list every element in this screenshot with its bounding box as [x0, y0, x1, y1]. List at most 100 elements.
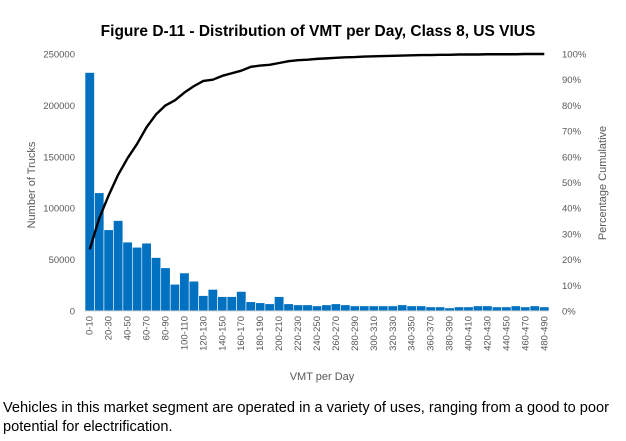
bar-190-200 [264, 303, 275, 312]
x-tick-label: 280-290 [350, 316, 361, 351]
x-axis-ticks: 0-10 20-30 40-50 60-70 80-90 100-110 120-130 14… [85, 316, 551, 351]
y2-tick-label: 70% [562, 127, 582, 138]
x-tick-label: 40-50 [123, 316, 134, 340]
bar-350-360 [416, 305, 427, 312]
bar-230-240 [302, 304, 313, 312]
y2-tick-label: 30% [562, 229, 582, 240]
bar-240-250 [311, 305, 323, 312]
x-tick-label: 100-110 [179, 316, 190, 350]
bar-340-350 [406, 305, 417, 312]
x-tick-label: 380-390 [445, 316, 456, 351]
bar-310-320 [378, 305, 389, 312]
x-tick-label: 320-330 [388, 316, 399, 351]
bar-360-370 [425, 306, 436, 312]
y2-tick-label: 20% [562, 255, 582, 266]
bar-460-470 [520, 306, 531, 312]
bar-480-490 [539, 306, 550, 312]
bar-120-130 [198, 295, 209, 312]
x-tick-label: 360-370 [426, 316, 437, 351]
bar-250-260 [321, 304, 332, 312]
bar-200-210 [274, 296, 285, 312]
bar-90-100 [169, 283, 180, 312]
y-tick-label: 200000 [43, 101, 75, 112]
bar-270-280 [340, 304, 351, 312]
bar-20-30 [103, 229, 114, 312]
bar-60-70 [141, 242, 152, 312]
y-tick-label: 0 [70, 307, 75, 318]
bar-110-120 [188, 280, 199, 312]
distribution-chart: Figure D-11 - Distribution of VMT per Da… [26, 23, 609, 383]
x-tick-label: 300-310 [369, 316, 380, 351]
x-tick-label: 140-150 [217, 316, 228, 351]
x-tick-label: 240-250 [312, 316, 323, 351]
bar-290-300 [359, 305, 370, 312]
bar-450-460 [510, 305, 521, 312]
x-tick-label: 420-430 [482, 316, 493, 351]
bar-420-430 [482, 305, 493, 312]
bar-50-60 [132, 246, 143, 312]
y2-tick-label: 40% [562, 204, 582, 215]
bar-80-90 [160, 267, 171, 312]
bar-260-270 [330, 303, 341, 312]
x-tick-label: 160-170 [236, 316, 247, 351]
bar-370-380 [435, 306, 446, 312]
bar-440-450 [501, 306, 512, 312]
bar-180-190 [255, 302, 266, 312]
bar-390-400 [454, 306, 465, 312]
bar-0-10 [84, 72, 95, 312]
x-axis-label: VMT per Day [290, 371, 355, 383]
y2-tick-label: 100% [562, 50, 587, 61]
bar-140-150 [217, 296, 228, 312]
y2-tick-label: 0% [562, 307, 576, 318]
bar-320-330 [387, 305, 398, 312]
caption-text: Vehicles in this market segment are oper… [3, 400, 609, 435]
bar-170-180 [245, 301, 256, 312]
cumulative-percentage-line [88, 52, 545, 250]
x-tick-label: 460-470 [520, 316, 531, 351]
y2-tick-label: 10% [562, 281, 582, 292]
x-tick-label: 60-70 [142, 316, 153, 340]
x-tick-label: 200-210 [274, 316, 285, 351]
x-tick-label: 440-450 [501, 316, 512, 351]
y2-tick-label: 90% [562, 75, 582, 86]
bar-330-340 [397, 304, 408, 312]
x-tick-label: 0-10 [85, 316, 96, 335]
bar-100-110 [179, 272, 190, 312]
y-tick-label: 150000 [43, 152, 75, 163]
x-tick-label: 20-30 [104, 316, 115, 340]
x-tick-label: 120-130 [198, 316, 209, 351]
x-tick-label: 340-350 [407, 316, 418, 351]
bar-220-230 [293, 304, 304, 312]
x-tick-label: 180-190 [255, 316, 266, 351]
bar-40-50 [122, 241, 133, 312]
bar-series [84, 72, 550, 312]
bar-410-420 [472, 305, 484, 312]
y2-axis-ticks: 0% 10% 20% 30% 40% 50% 60% 70% 80% 90% 100% [562, 50, 587, 318]
y-axis-label: Number of Trucks [26, 141, 38, 228]
bar-470-480 [529, 305, 540, 312]
cumulative-line-series [88, 52, 545, 250]
chart-title: Figure D-11 - Distribution of VMT per Da… [101, 23, 536, 40]
bar-210-220 [283, 303, 294, 312]
bar-280-290 [349, 305, 360, 312]
bar-400-410 [463, 306, 474, 312]
y2-tick-label: 60% [562, 152, 582, 163]
y-tick-label: 250000 [43, 50, 75, 61]
y2-axis-label: Percentage Cumulative [597, 126, 609, 240]
bar-300-310 [368, 305, 379, 312]
x-tick-label: 80-90 [160, 316, 171, 340]
y2-tick-label: 50% [562, 178, 582, 189]
y-tick-label: 50000 [49, 255, 75, 266]
y-axis-ticks: 0 50000 100000 150000 200000 250000 [43, 50, 75, 318]
x-tick-label: 220-230 [293, 316, 304, 351]
bar-160-170 [236, 291, 247, 312]
bar-70-80 [150, 257, 162, 312]
x-tick-label: 480-490 [539, 316, 550, 351]
bar-150-160 [226, 296, 237, 312]
y2-tick-label: 80% [562, 101, 582, 112]
y-tick-label: 100000 [43, 204, 75, 215]
bar-430-440 [491, 306, 502, 312]
bar-130-140 [207, 289, 218, 312]
bar-30-40 [113, 220, 124, 312]
x-tick-label: 260-270 [331, 316, 342, 351]
